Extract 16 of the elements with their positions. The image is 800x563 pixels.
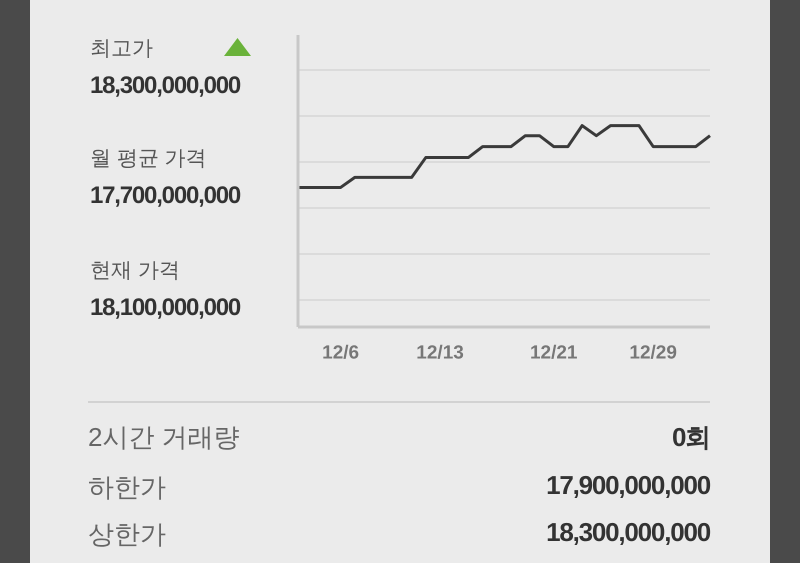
text: 0회	[672, 421, 710, 454]
text: 2시간 거래량	[88, 421, 240, 454]
x-tick-label: 12/29	[629, 342, 677, 364]
text: 현재 가격	[90, 258, 180, 284]
text: 18,300,000,000	[90, 72, 240, 100]
text: 18,300,000,000	[546, 517, 710, 548]
text: 17,700,000,000	[90, 182, 240, 210]
x-tick-label: 12/6	[322, 342, 360, 364]
text: 월 평균 가격	[90, 146, 207, 172]
text: 최고가	[90, 36, 153, 62]
text: 18,100,000,000	[90, 294, 240, 322]
x-tick-label: 12/13	[416, 342, 464, 364]
text: 상한가	[88, 518, 166, 551]
x-tick-label: 12/21	[530, 342, 578, 364]
text: 하한가	[88, 471, 166, 504]
text: 17,900,000,000	[546, 470, 710, 501]
